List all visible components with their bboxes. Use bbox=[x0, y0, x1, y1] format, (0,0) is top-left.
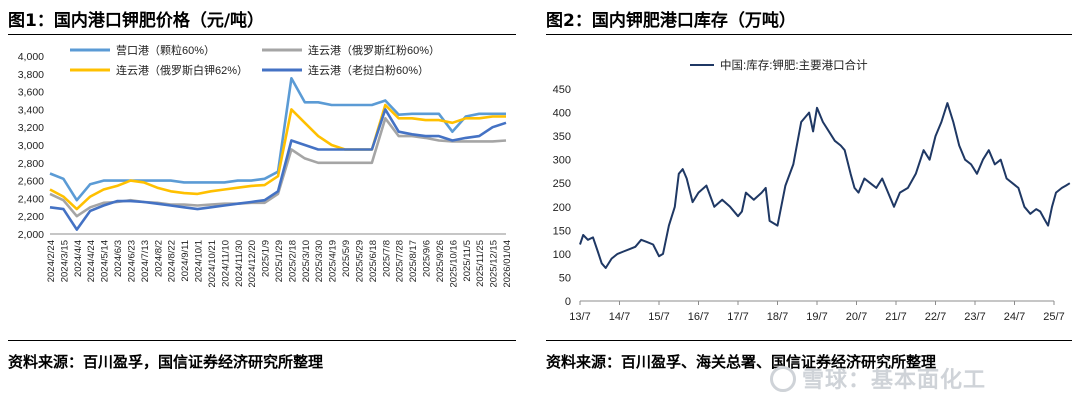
y-tick-label: 200 bbox=[553, 202, 571, 214]
x-tick-label: 2025/9/26 bbox=[435, 240, 446, 282]
x-tick-label: 13/7 bbox=[569, 311, 590, 323]
x-tick-label: 2025/8/17 bbox=[408, 240, 419, 282]
x-tick-label: 2025/7/28 bbox=[395, 240, 406, 282]
x-tick-label: 2025/11/25 bbox=[475, 240, 486, 287]
y-tick-label: 2,400 bbox=[18, 193, 44, 205]
series-line bbox=[49, 108, 507, 231]
price-chart: 2,000 2,200 2,400 2,600 2,800 3,000 3,200 3,400… bbox=[18, 43, 513, 288]
y-tick-label: 400 bbox=[553, 108, 571, 120]
figure-1-top-rule bbox=[8, 34, 516, 35]
x-tick-label: 2024/3/15 bbox=[59, 240, 70, 282]
x-tick-label: 2025/4/19 bbox=[328, 240, 339, 282]
x-tick-label: 25/7 bbox=[1043, 311, 1064, 323]
watermark-logo-icon bbox=[770, 366, 796, 392]
x-tick-label: 2025/6/18 bbox=[368, 240, 379, 282]
x-tick-label: 2024/6/3 bbox=[113, 240, 124, 277]
y-tick-label: 3,000 bbox=[18, 140, 44, 152]
watermark-text: 雪球：基本面化工 bbox=[802, 368, 987, 393]
x-tick-label: 2026/01/04 bbox=[502, 240, 513, 288]
figure-2-top-rule bbox=[546, 34, 1072, 35]
x-tick-label: 2024/2/24 bbox=[46, 240, 57, 282]
y-tick-label: 450 bbox=[553, 84, 571, 96]
x-tick-label: 2024/10/21 bbox=[207, 240, 218, 288]
figure-1-bottom-rule bbox=[8, 340, 516, 341]
y-tick-label: 300 bbox=[553, 155, 571, 167]
x-tick-label: 23/7 bbox=[964, 311, 985, 323]
y-tick-label: 4,000 bbox=[18, 51, 44, 63]
x-tick-label: 21/7 bbox=[885, 311, 906, 323]
x-tick-label: 2025/12/15 bbox=[489, 240, 500, 288]
series-line bbox=[579, 102, 1071, 269]
y-tick-label: 2,000 bbox=[18, 229, 44, 241]
y-tick-label: 3,200 bbox=[18, 122, 44, 134]
x-tick-label: 2024/8/2 bbox=[153, 240, 164, 277]
x-tick-label: 2024/8/22 bbox=[167, 240, 178, 282]
x-tick-label: 19/7 bbox=[806, 311, 827, 323]
x-tick-label: 2024/10/1 bbox=[194, 240, 205, 282]
y-tick-label: 100 bbox=[553, 249, 571, 261]
legend-label: 连云港（俄罗斯白钾62%） bbox=[116, 63, 248, 77]
y-tick-label: 3,400 bbox=[18, 104, 44, 116]
watermark: 雪球：基本面化工 bbox=[770, 362, 986, 394]
figure-1-title: 图1：国内港口钾肥价格（元/吨） bbox=[8, 11, 265, 31]
x-tick-label: 2025/7/8 bbox=[381, 240, 392, 277]
x-tick-label: 2025/5/9 bbox=[341, 240, 352, 277]
x-tick-label: 2025/10/16 bbox=[448, 240, 459, 288]
x-tick-label: 2024/7/13 bbox=[140, 240, 151, 282]
x-tick-label: 2024/12/20 bbox=[247, 240, 258, 288]
x-tick-label: 2024/9/11 bbox=[180, 240, 191, 282]
y-tick-label: 2,600 bbox=[18, 176, 44, 188]
y-tick-label: 350 bbox=[553, 131, 571, 143]
x-tick-label: 15/7 bbox=[648, 311, 669, 323]
figure-2-title: 图2：国内钾肥港口库存（万吨） bbox=[546, 11, 796, 31]
y-tick-label: 0 bbox=[565, 296, 571, 308]
figure-2-source: 资料来源：百川盈孚、海关总署、国信证券经济研究所整理 bbox=[546, 353, 937, 371]
x-tick-label: 2025/1/29 bbox=[274, 240, 285, 282]
x-tick-label: 14/7 bbox=[609, 311, 630, 323]
x-tick-label: 22/7 bbox=[925, 311, 946, 323]
x-tick-label: 2024/5/14 bbox=[100, 240, 111, 282]
x-tick-label: 18/7 bbox=[767, 311, 788, 323]
legend-label: 营口港（颗粒60%） bbox=[116, 43, 215, 57]
y-tick-label: 2,200 bbox=[18, 211, 44, 223]
series-line bbox=[49, 103, 506, 211]
x-tick-label: 2024/4/4 bbox=[73, 240, 84, 277]
x-tick-label: 16/7 bbox=[688, 311, 709, 323]
legend-label: 中国:库存:钾肥:主要港口合计 bbox=[720, 58, 868, 72]
x-tick-label: 2024/4/24 bbox=[86, 240, 97, 282]
x-tick-label: 2025/1/9 bbox=[261, 240, 272, 277]
x-tick-label: 24/7 bbox=[1004, 311, 1025, 323]
figure-1-source: 资料来源：百川盈孚，国信证券经济研究所整理 bbox=[8, 353, 324, 371]
legend-label: 连云港（老挝白粉60%） bbox=[308, 63, 429, 77]
y-tick-label: 2,800 bbox=[18, 158, 44, 170]
y-tick-label: 3,800 bbox=[18, 69, 44, 81]
x-tick-label: 2024/11/30 bbox=[234, 240, 245, 287]
figure-2-panel: 图2：国内钾肥港口库存（万吨） 0 50 100 150 200 250 300 350 400… bbox=[538, 0, 1080, 408]
x-tick-label: 2025/3/30 bbox=[314, 240, 325, 282]
inventory-chart: 0 50 100 150 200 250 300 350 400 450 13/7 14/7 15/7 1… bbox=[553, 58, 1071, 323]
x-tick-label: 2025/2/18 bbox=[287, 240, 298, 282]
figure-1-panel: 图1：国内港口钾肥价格（元/吨） 2,000 2,200 2,400 2,600 2,8… bbox=[0, 0, 522, 408]
y-tick-label: 150 bbox=[553, 225, 571, 237]
y-tick-label: 250 bbox=[553, 178, 571, 190]
x-tick-label: 2025/5/29 bbox=[354, 240, 365, 282]
x-tick-label: 2025/3/10 bbox=[301, 240, 312, 282]
x-tick-label: 2024/11/10 bbox=[220, 240, 231, 287]
legend-label: 连云港（俄罗斯红粉60%） bbox=[308, 44, 440, 57]
x-tick-label: 2025/11/5 bbox=[462, 240, 473, 282]
x-tick-label: 17/7 bbox=[727, 311, 748, 323]
x-tick-label: 2025/9/6 bbox=[422, 240, 433, 277]
x-tick-label: 20/7 bbox=[846, 311, 867, 323]
y-tick-label: 50 bbox=[559, 272, 571, 284]
x-tick-label: 2024/6/23 bbox=[126, 240, 137, 282]
y-tick-label: 3,600 bbox=[18, 87, 44, 99]
figure-2-bottom-rule bbox=[546, 340, 1072, 341]
